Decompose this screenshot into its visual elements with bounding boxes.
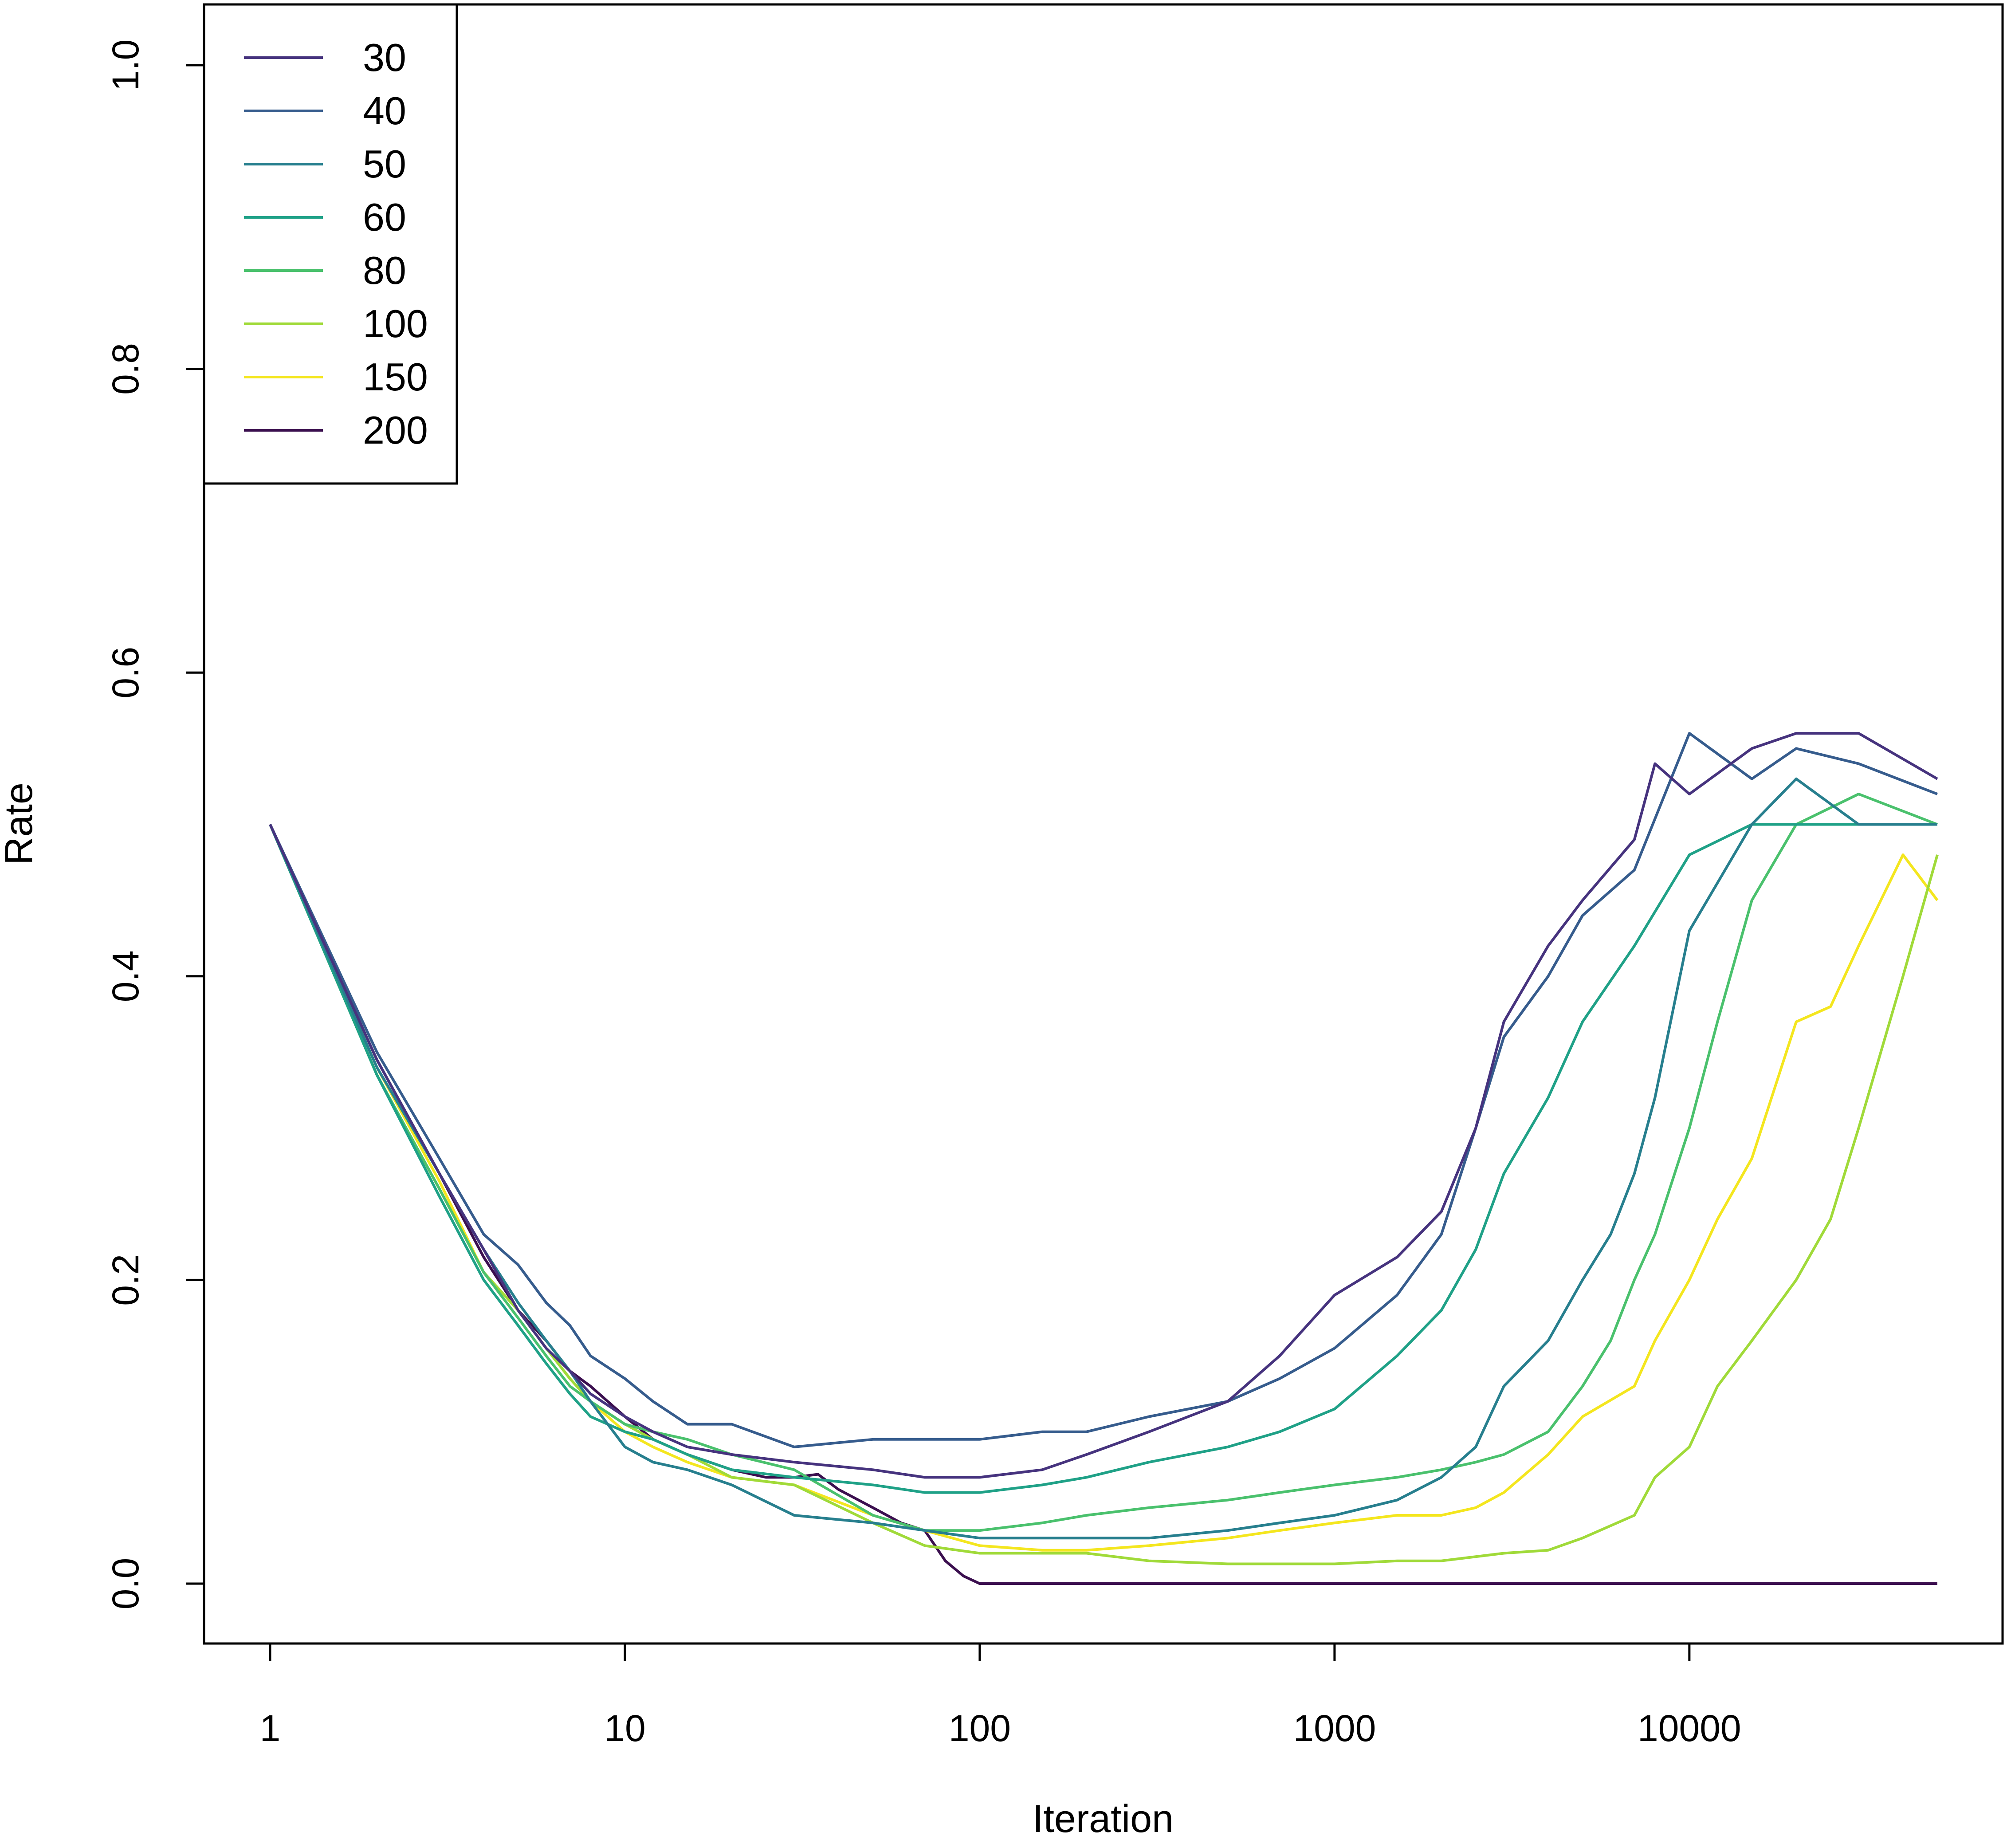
y-tick-label: 1.0 — [105, 39, 146, 91]
legend-item-100: 100 — [244, 302, 428, 346]
legend-label: 80 — [363, 248, 406, 292]
legend: 30 40 50 60 80 100 150 200 — [203, 3, 458, 485]
series-line-80 — [269, 793, 1938, 1532]
series-lines — [269, 732, 1939, 1585]
legend-label: 40 — [363, 89, 406, 133]
series-line-30 — [269, 732, 1938, 1479]
legend-label: 30 — [363, 35, 406, 79]
x-tick-label: 100 — [949, 1707, 1011, 1749]
series-line-60 — [269, 823, 1937, 1494]
x-tick-label: 10 — [604, 1707, 645, 1749]
legend-label: 200 — [363, 408, 428, 452]
legend-label: 150 — [363, 355, 428, 399]
x-axis: 1 10 100 1000 10000 — [260, 1642, 1741, 1749]
y-tick-label: 0.0 — [105, 1558, 146, 1610]
legend-item-30: 30 — [244, 35, 406, 79]
x-tick-label: 1000 — [1293, 1707, 1376, 1749]
x-tick-label: 1 — [260, 1707, 281, 1749]
x-axis-title: Iteration — [1033, 1797, 1174, 1840]
legend-item-150: 150 — [244, 355, 428, 399]
legend-label: 50 — [363, 142, 406, 186]
y-axis: 0.0 0.2 0.4 0.6 0.8 1.0 — [105, 39, 205, 1610]
y-tick-label: 0.2 — [105, 1254, 146, 1306]
legend-item-80: 80 — [244, 248, 406, 292]
y-tick-label: 0.4 — [105, 950, 146, 1002]
legend-item-50: 50 — [244, 142, 406, 186]
x-tick-label: 10000 — [1638, 1707, 1741, 1749]
series-line-100 — [269, 824, 1939, 1565]
legend-label: 100 — [363, 302, 428, 346]
y-tick-label: 0.6 — [105, 647, 146, 699]
legend-item-200: 200 — [244, 408, 428, 452]
series-line-40 — [269, 732, 1938, 1448]
y-tick-label: 0.8 — [105, 343, 146, 395]
legend-item-60: 60 — [244, 195, 406, 239]
legend-box — [203, 3, 458, 485]
legend-item-40: 40 — [244, 89, 406, 133]
y-axis-title: Rate — [0, 782, 40, 865]
legend-label: 60 — [363, 195, 406, 239]
